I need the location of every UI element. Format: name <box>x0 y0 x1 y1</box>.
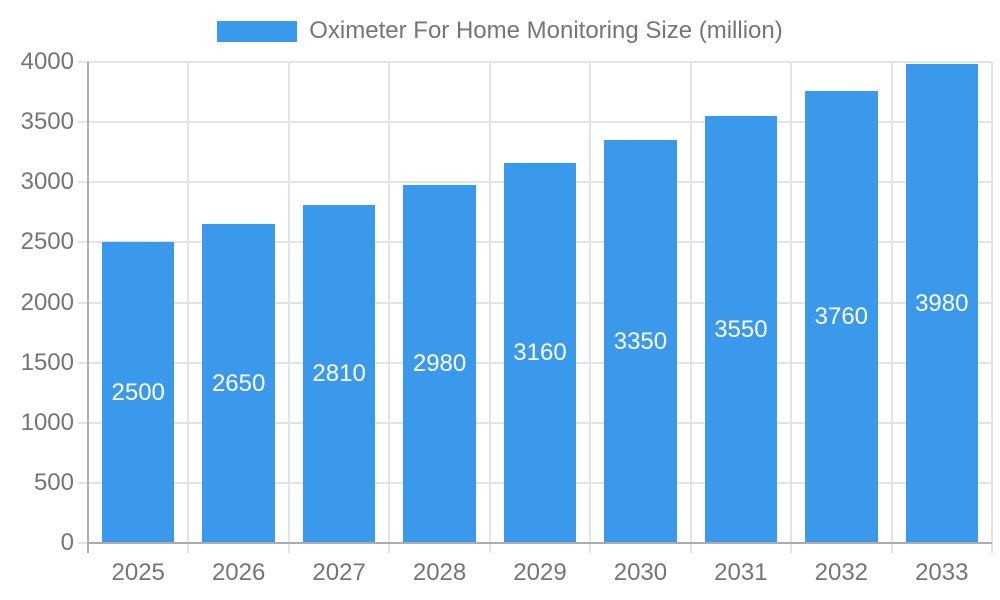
x-tick-label: 2027 <box>312 559 366 586</box>
bar-value-label: 3550 <box>714 315 768 343</box>
gridline-vertical <box>790 62 793 553</box>
bar-value-label: 3980 <box>915 289 969 317</box>
y-tick-label: 500 <box>33 468 74 496</box>
x-axis-line <box>88 542 992 544</box>
y-tick-label: 3500 <box>20 108 74 136</box>
y-tick-label: 1500 <box>20 348 74 376</box>
y-tick-label: 1000 <box>20 408 74 436</box>
x-tick-label: 2031 <box>714 559 768 586</box>
y-tick-label: 4000 <box>20 48 74 75</box>
x-tick-label: 2033 <box>915 559 969 586</box>
bar-value-label: 3160 <box>513 339 567 366</box>
legend[interactable]: Oximeter For Home Monitoring Size (milli… <box>0 17 1000 45</box>
y-tick-label: 3000 <box>20 168 74 196</box>
gridline-vertical <box>589 62 592 553</box>
gridline-vertical <box>890 62 893 553</box>
bar-value-label: 2650 <box>211 369 266 397</box>
bar-2025[interactable]: 2500 <box>102 242 175 543</box>
y-axis-zero-tick <box>78 542 88 544</box>
bar-2032[interactable]: 3760 <box>805 90 878 543</box>
gridline-vertical <box>287 62 290 553</box>
gridline-vertical <box>991 62 993 553</box>
x-tick-label: 2032 <box>814 559 869 586</box>
bar-value-label: 2500 <box>111 378 165 406</box>
bar-value-label: 2980 <box>412 349 467 377</box>
x-tick-label: 2030 <box>613 559 668 586</box>
legend-label: Oximeter For Home Monitoring Size (milli… <box>309 17 783 44</box>
gridline-vertical <box>388 62 391 553</box>
plot-area: 2500 2650 2810 2980 3160 3350 3550 3760 3980 <box>78 61 993 553</box>
gridline-vertical <box>187 62 190 553</box>
legend-swatch <box>217 20 298 42</box>
x-tick-label: 2025 <box>111 559 165 586</box>
y-tick-label: 0 <box>60 529 74 556</box>
x-tick-label: 2026 <box>211 559 266 586</box>
bar-2028[interactable]: 2980 <box>403 184 476 543</box>
x-tick-label: 2028 <box>412 559 467 586</box>
bar-value-label: 3760 <box>814 302 869 330</box>
gridline-horizontal <box>78 61 992 63</box>
bar-value-label: 2810 <box>312 360 366 388</box>
bar-value-label: 3350 <box>613 327 668 355</box>
gridline-horizontal <box>78 121 992 124</box>
y-tick-label: 2500 <box>20 228 74 256</box>
bar-2026[interactable]: 2650 <box>202 224 275 543</box>
x-tick-label: 2029 <box>513 559 567 586</box>
y-tick-label: 2000 <box>20 288 74 316</box>
bar-2031[interactable]: 3550 <box>704 116 778 543</box>
bar-2033[interactable]: 3980 <box>905 64 978 543</box>
gridline-vertical <box>488 62 491 553</box>
bar-2029[interactable]: 3160 <box>503 163 577 543</box>
bar-2027[interactable]: 2810 <box>302 205 376 543</box>
y-axis-line <box>87 62 89 553</box>
bar-2030[interactable]: 3350 <box>604 140 677 543</box>
gridline-vertical <box>689 62 692 553</box>
